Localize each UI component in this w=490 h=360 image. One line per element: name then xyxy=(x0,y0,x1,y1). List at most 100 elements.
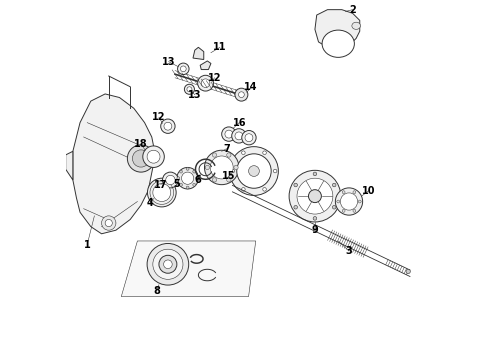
Text: 11: 11 xyxy=(213,42,227,52)
Circle shape xyxy=(294,206,297,209)
Circle shape xyxy=(143,146,164,167)
Circle shape xyxy=(205,165,210,170)
Circle shape xyxy=(184,84,195,94)
Circle shape xyxy=(237,154,271,188)
Polygon shape xyxy=(193,47,204,59)
Circle shape xyxy=(297,178,333,214)
Circle shape xyxy=(342,210,345,212)
Circle shape xyxy=(177,167,198,189)
Circle shape xyxy=(127,145,155,172)
Circle shape xyxy=(231,169,235,173)
Circle shape xyxy=(313,172,317,176)
Circle shape xyxy=(313,217,317,220)
Polygon shape xyxy=(73,94,155,234)
Text: 17: 17 xyxy=(154,180,168,190)
Text: 16: 16 xyxy=(233,118,246,128)
Circle shape xyxy=(230,147,278,195)
Circle shape xyxy=(159,255,177,273)
Circle shape xyxy=(248,166,259,176)
Circle shape xyxy=(166,175,175,185)
Circle shape xyxy=(186,167,189,170)
Circle shape xyxy=(337,200,340,203)
Circle shape xyxy=(196,177,198,180)
Circle shape xyxy=(235,88,248,101)
Circle shape xyxy=(225,130,233,138)
Circle shape xyxy=(263,151,267,154)
Text: 8: 8 xyxy=(153,286,160,296)
Text: 4: 4 xyxy=(147,198,153,208)
Circle shape xyxy=(180,66,186,72)
Circle shape xyxy=(161,119,175,134)
Circle shape xyxy=(227,153,231,157)
Circle shape xyxy=(263,188,267,191)
Circle shape xyxy=(187,87,192,92)
Circle shape xyxy=(353,191,356,194)
Circle shape xyxy=(242,188,245,191)
Polygon shape xyxy=(200,61,211,69)
Circle shape xyxy=(309,190,321,203)
Circle shape xyxy=(242,151,245,154)
Circle shape xyxy=(132,150,149,167)
Text: 1: 1 xyxy=(84,239,91,249)
Circle shape xyxy=(212,178,217,182)
Circle shape xyxy=(342,191,345,194)
Circle shape xyxy=(164,260,172,269)
Circle shape xyxy=(147,150,160,163)
Ellipse shape xyxy=(352,22,361,30)
Circle shape xyxy=(294,183,297,187)
Circle shape xyxy=(193,170,196,173)
Circle shape xyxy=(210,156,233,179)
Polygon shape xyxy=(66,151,73,180)
Circle shape xyxy=(164,122,172,130)
Text: 18: 18 xyxy=(134,139,148,149)
Text: 9: 9 xyxy=(312,225,318,235)
Circle shape xyxy=(163,172,178,188)
Circle shape xyxy=(332,183,336,187)
Circle shape xyxy=(105,220,112,226)
Text: 12: 12 xyxy=(208,73,221,83)
Circle shape xyxy=(186,186,189,189)
Circle shape xyxy=(242,131,256,145)
Circle shape xyxy=(341,193,358,210)
Circle shape xyxy=(332,206,336,209)
Text: 15: 15 xyxy=(222,171,236,181)
Polygon shape xyxy=(315,10,360,49)
Text: 12: 12 xyxy=(152,112,166,122)
Ellipse shape xyxy=(322,30,354,57)
Circle shape xyxy=(212,153,217,157)
Circle shape xyxy=(232,129,246,143)
Circle shape xyxy=(289,170,341,222)
Circle shape xyxy=(358,200,361,203)
Circle shape xyxy=(335,188,363,215)
Text: 13: 13 xyxy=(162,57,175,67)
Circle shape xyxy=(197,75,214,91)
Circle shape xyxy=(177,63,189,75)
Circle shape xyxy=(181,172,194,184)
Text: 7: 7 xyxy=(223,144,230,154)
Text: 3: 3 xyxy=(345,246,352,256)
Circle shape xyxy=(153,184,171,202)
Circle shape xyxy=(245,134,253,141)
Text: 10: 10 xyxy=(362,186,375,196)
Polygon shape xyxy=(122,241,256,297)
Circle shape xyxy=(193,183,196,186)
Text: 2: 2 xyxy=(349,5,356,15)
Circle shape xyxy=(406,269,410,274)
Circle shape xyxy=(147,243,189,285)
Circle shape xyxy=(353,210,356,212)
Circle shape xyxy=(153,249,183,279)
Text: 13: 13 xyxy=(188,90,201,100)
Circle shape xyxy=(239,92,245,98)
Circle shape xyxy=(204,150,239,185)
Text: 5: 5 xyxy=(173,179,180,189)
Circle shape xyxy=(101,216,116,230)
Circle shape xyxy=(201,79,210,87)
Circle shape xyxy=(273,169,277,173)
Circle shape xyxy=(227,178,231,182)
Circle shape xyxy=(177,177,180,180)
Text: 14: 14 xyxy=(245,82,258,93)
Circle shape xyxy=(147,178,176,207)
Circle shape xyxy=(180,170,182,173)
Text: 6: 6 xyxy=(194,175,201,185)
Circle shape xyxy=(235,132,243,140)
